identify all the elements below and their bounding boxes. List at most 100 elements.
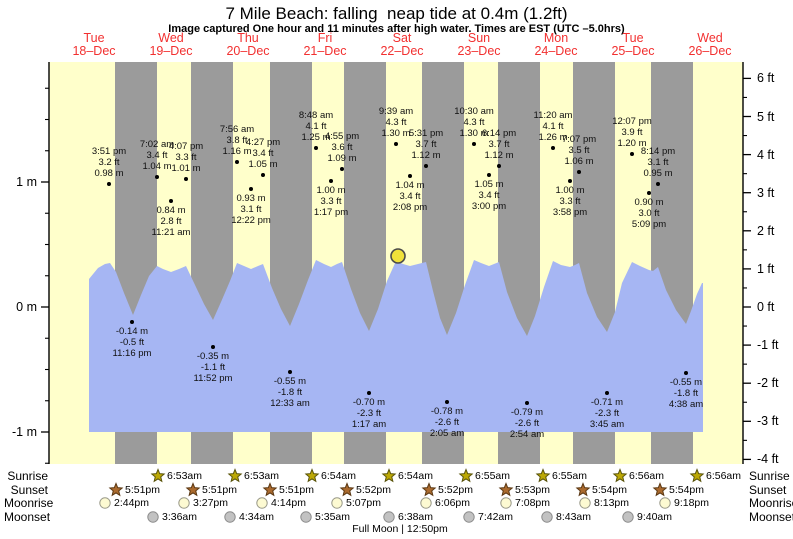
tide-event-dot xyxy=(288,370,292,374)
day-label: Fri xyxy=(317,31,333,45)
page-title: 7 Mile Beach: falling neap tide at 0.4m … xyxy=(225,4,568,23)
feet-axis-label: -4 ft xyxy=(757,452,779,467)
astro-time: 6:54am xyxy=(321,470,357,482)
sunset-star-icon xyxy=(108,482,124,497)
tide-event-dot xyxy=(656,182,660,186)
astro-time: 9:40am xyxy=(637,511,673,523)
moonset-entry: 3:36am xyxy=(145,509,197,525)
moonrise-entry: 4:14pm xyxy=(254,495,306,511)
tide-event-annotation: 0.84 m 2.8 ft 11:21 am xyxy=(151,205,191,238)
tide-event-dot xyxy=(577,170,581,174)
feet-axis-label: 4 ft xyxy=(757,147,775,162)
tide-event-dot xyxy=(684,371,688,375)
moonrise-circle-shape xyxy=(331,497,343,509)
moonset-entry: 5:35am xyxy=(298,509,350,525)
astro-time: 5:07pm xyxy=(346,497,382,509)
sunrise-star-icon xyxy=(689,468,705,483)
moonrise-entry: 5:07pm xyxy=(329,495,381,511)
moonset-entry: 7:42am xyxy=(461,509,513,525)
sunrise-star-icon xyxy=(381,468,397,483)
sunrise-entry: 6:56am xyxy=(612,468,664,484)
moonrise-entry: 2:44pm xyxy=(97,495,149,511)
tide-event-annotation: 8:14 pm 3.1 ft 0.95 m xyxy=(640,146,676,179)
moonset-entry: 6:38am xyxy=(381,509,433,525)
sunrise-star-icon xyxy=(458,468,474,483)
tide-event-annotation: -0.55 m -1.8 ft 12:33 am xyxy=(270,376,310,409)
moonrise-icon xyxy=(256,497,268,509)
sunset-star-icon xyxy=(185,482,201,497)
tide-event-annotation: 5:31 pm 3.7 ft 1.12 m xyxy=(408,128,444,161)
tide-event-dot xyxy=(169,199,173,203)
day-label: Sun xyxy=(467,31,491,45)
date-label: 20–Dec xyxy=(226,44,270,58)
tide-event-dot xyxy=(487,173,491,177)
day-label: Thu xyxy=(237,31,259,45)
moonrise-entry: 7:08pm xyxy=(498,495,550,511)
tide-event-annotation: 7:07 pm 3.5 ft 1.06 m xyxy=(561,134,597,167)
moonrise-circle-shape xyxy=(256,497,268,509)
tide-event-annotation: 12:07 pm 3.9 ft 1.20 m xyxy=(612,116,652,149)
astro-time: 3:36am xyxy=(162,511,198,523)
tide-event-annotation: 7:56 am 3.8 ft 1.16 m xyxy=(219,124,255,157)
tide-event-annotation: -0.78 m -2.6 ft 2:05 am xyxy=(429,406,465,439)
tide-event-dot xyxy=(445,400,449,404)
moonrise-icon xyxy=(178,497,190,509)
moonset-icon xyxy=(224,511,236,523)
astro-time: 6:56am xyxy=(706,470,742,482)
feet-axis-label: 1 ft xyxy=(757,261,775,276)
feet-axis-label: -1 ft xyxy=(757,338,779,353)
moonset-icon xyxy=(622,511,634,523)
tide-event-annotation: 4:27 pm 3.4 ft 1.05 m xyxy=(245,137,281,170)
date-label: 26–Dec xyxy=(688,44,732,58)
sunset-entry: 5:54pm xyxy=(575,482,627,498)
moonset-circle-shape xyxy=(541,511,553,523)
sunset-entry: 5:53pm xyxy=(498,482,550,498)
sunset-star-shape xyxy=(108,482,124,497)
tide-event-annotation: -0.55 m -1.8 ft 4:38 am xyxy=(668,377,704,410)
day-label: Wed xyxy=(158,31,184,45)
moonset-row-label: Moonset xyxy=(749,510,793,524)
moonset-icon xyxy=(541,511,553,523)
moonrise-circle-shape xyxy=(178,497,190,509)
moonset-circle-shape xyxy=(224,511,236,523)
sunrise-star-shape xyxy=(458,468,474,483)
sunrise-star-shape xyxy=(612,468,628,483)
sunset-star-icon xyxy=(262,482,278,497)
sunrise-star-icon xyxy=(304,468,320,483)
tide-event-dot xyxy=(314,146,318,150)
sunrise-star-shape xyxy=(535,468,551,483)
sunset-star-shape xyxy=(262,482,278,497)
date-label: 24–Dec xyxy=(534,44,578,58)
sunset-row-label: Sunset xyxy=(749,483,787,497)
astro-time: 8:13pm xyxy=(594,497,630,509)
sunset-row-label: Sunset xyxy=(10,483,48,497)
astro-time: 3:27pm xyxy=(193,497,229,509)
moonset-circle-shape xyxy=(300,511,312,523)
sunset-entry: 5:54pm xyxy=(652,482,704,498)
astro-time: 6:06pm xyxy=(435,497,471,509)
moonset-circle-shape xyxy=(147,511,159,523)
sunrise-star-icon xyxy=(612,468,628,483)
sunset-entry: 5:51pm xyxy=(108,482,160,498)
tide-event-annotation: 1.05 m 3.4 ft 3:00 pm xyxy=(471,179,507,212)
moonrise-row-label: Moonrise xyxy=(749,496,793,510)
astro-time: 6:54am xyxy=(398,470,434,482)
sunset-star-icon xyxy=(498,482,514,497)
moonrise-row-label: Moonrise xyxy=(4,496,54,510)
day-label: Wed xyxy=(697,31,723,45)
tide-event-annotation: 0.90 m 3.0 ft 5:09 pm xyxy=(631,197,667,230)
moonset-entry: 4:34am xyxy=(222,509,274,525)
tide-event-dot xyxy=(394,142,398,146)
sunrise-entry: 6:55am xyxy=(458,468,510,484)
astro-time: 5:53pm xyxy=(515,484,551,496)
sunrise-entry: 6:55am xyxy=(535,468,587,484)
astro-time: 6:55am xyxy=(475,470,511,482)
chart-subtitle: Image captured One hour and 11 minutes a… xyxy=(168,23,625,35)
astro-time: 8:43am xyxy=(556,511,592,523)
moonrise-icon xyxy=(579,497,591,509)
day-label: Tue xyxy=(83,31,105,45)
tide-event-annotation: 4:55 pm 3.6 ft 1.09 m xyxy=(324,131,360,164)
sunrise-entry: 6:54am xyxy=(381,468,433,484)
current-level-marker xyxy=(390,248,406,264)
astro-time: 7:42am xyxy=(478,511,514,523)
